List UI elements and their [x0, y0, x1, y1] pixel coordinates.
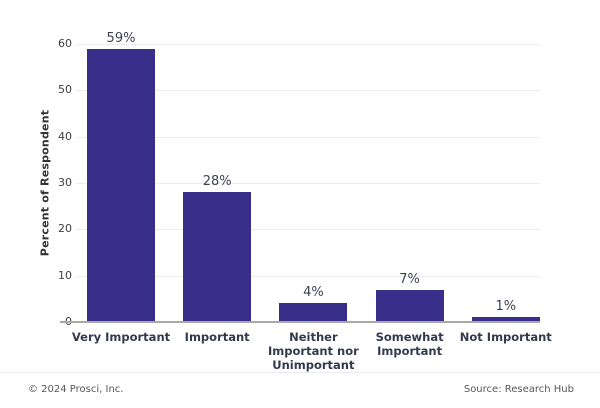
bar: [279, 303, 348, 322]
source-text: Source: Research Hub: [463, 384, 574, 395]
bar: [471, 317, 540, 322]
category-label: Not Important: [459, 330, 552, 344]
bar-value-label: 1%: [495, 299, 517, 315]
y-tick-label: 10: [58, 268, 72, 282]
y-tick-label: 30: [58, 176, 72, 189]
bar: [375, 289, 444, 322]
bar: [87, 48, 155, 322]
footer-divider: [0, 372, 600, 373]
gridline: [76, 275, 540, 277]
gridline: [76, 44, 540, 45]
category-label: Very Important: [71, 330, 171, 344]
bar-value-label: 28%: [202, 174, 232, 190]
bar-value-label: 7%: [399, 271, 420, 287]
bar-value-label: 4%: [303, 285, 324, 301]
y-tick-label: 60: [58, 37, 72, 50]
gridline: [76, 90, 540, 92]
x-axis-category-labels: Very Important Important Neither Important…: [72, 330, 552, 376]
bar: [183, 192, 252, 322]
category-label: Neither Important nor Unimportant: [268, 330, 359, 372]
y-axis-tick-labels: 0102030405060: [38, 37, 72, 328]
plot-area: 59% 28% 4% 7% 1%: [60, 31, 540, 323]
category-label: Important: [184, 330, 250, 344]
category-label: Somewhat Important: [375, 330, 444, 358]
gridline: [76, 229, 540, 231]
y-tick-label: 20: [58, 222, 72, 236]
y-tick-label: 40: [58, 129, 72, 143]
x-axis-line: [60, 321, 540, 323]
y-tick-label: 50: [58, 83, 72, 97]
copyright-text: © 2024 Prosci, Inc.: [28, 384, 124, 395]
gridline: [76, 183, 540, 184]
gridline: [76, 136, 540, 138]
bar-value-label: 59%: [106, 30, 136, 46]
